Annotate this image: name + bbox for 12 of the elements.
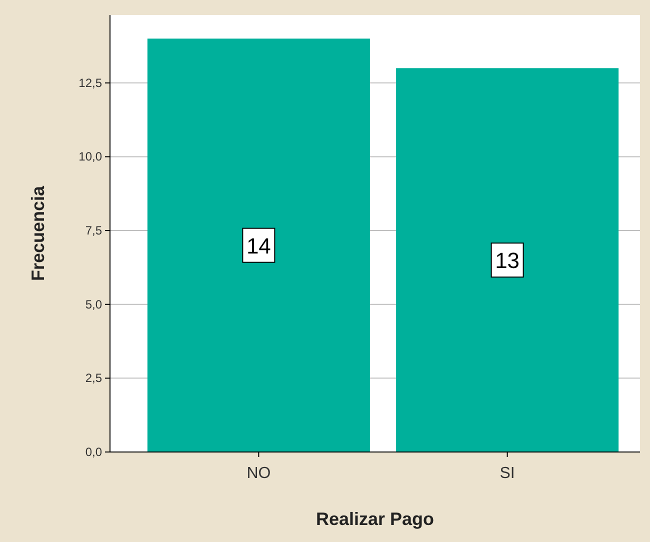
y-axis-title: Frecuencia bbox=[28, 184, 48, 282]
data-label: 14 bbox=[246, 233, 271, 258]
data-label: 13 bbox=[495, 248, 520, 274]
y-tick-label: 2,5 bbox=[85, 371, 102, 386]
y-tick-label: 5,0 bbox=[85, 297, 102, 312]
x-axis-title: Realizar Pago bbox=[316, 509, 434, 529]
y-tick-label: 12,5 bbox=[78, 76, 102, 90]
y-tick-label: 7,5 bbox=[85, 224, 102, 238]
x-tick-label: NO bbox=[246, 465, 271, 482]
y-tick-label: 10,0 bbox=[78, 150, 102, 164]
y-tick-label: 0,0 bbox=[85, 445, 102, 459]
x-tick-label: SI bbox=[500, 465, 515, 482]
